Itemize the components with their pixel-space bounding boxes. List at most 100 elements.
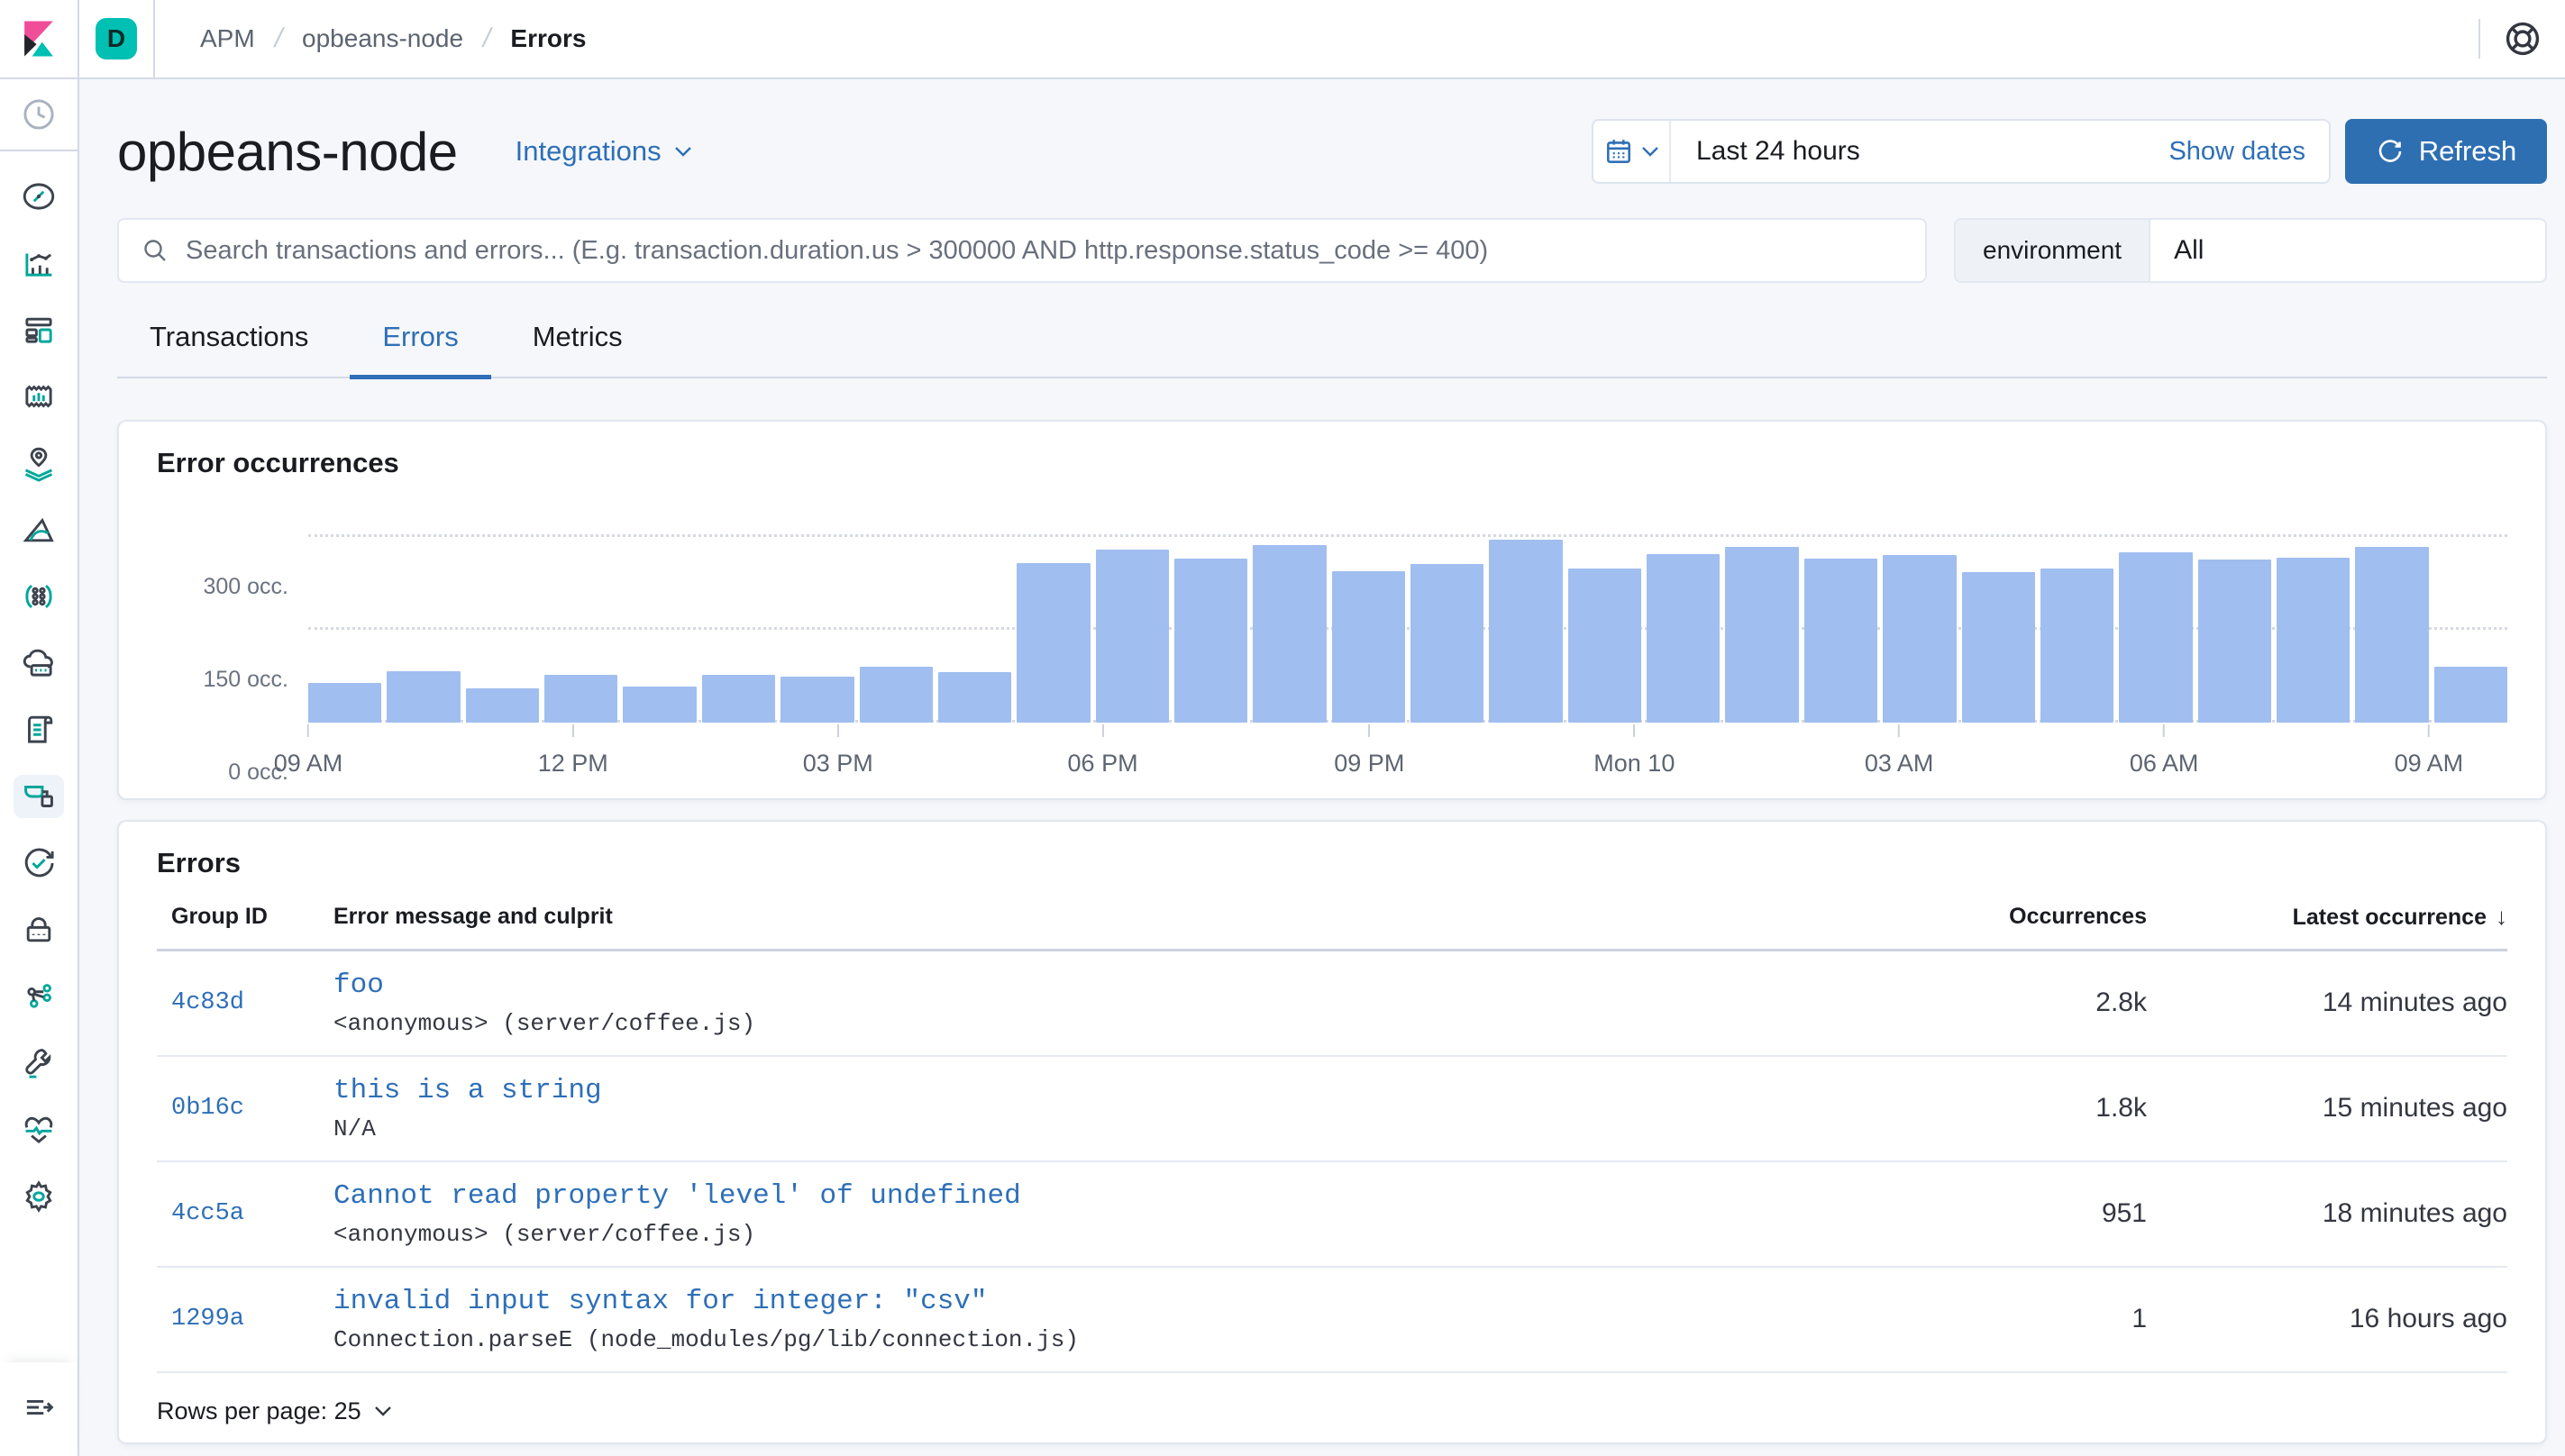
search-icon [144,240,166,261]
refresh-button[interactable]: Refresh [2345,119,2547,184]
sidebar-item-maps[interactable] [14,441,64,485]
table-row: 4cc5a Cannot read property 'level' of un… [157,1162,2507,1268]
error-occurrence-bar [1489,539,1563,723]
error-message-link[interactable]: Cannot read property 'level' of undefine… [333,1179,1021,1212]
sidebar-item-dashboard[interactable] [14,308,64,351]
refresh-icon [2378,140,2402,162]
sidebar-item-visualize[interactable] [14,241,64,285]
clock-icon [23,99,54,130]
integrations-dropdown[interactable]: Integrations [516,135,692,168]
error-occurrence-bar [2040,569,2114,723]
kibana-logo-button[interactable] [0,0,79,77]
uptime-icon [24,848,54,878]
maps-icon [24,447,53,482]
space-switcher[interactable]: D [79,0,155,77]
error-occurrence-bar [937,671,1012,723]
errors-table-title: Errors [157,846,242,878]
apm-icon [24,786,53,807]
x-axis-tick: 09 AM [274,723,342,778]
environment-filter-value: All [2174,235,2204,265]
error-message-link[interactable]: foo [333,969,384,1001]
chevron-down-icon [2524,245,2545,256]
tab-errors[interactable]: Errors [350,315,491,379]
date-picker-calendar-button[interactable] [1593,121,1671,182]
error-group-id-link[interactable]: 0b16c [171,1095,245,1122]
gridline-300 [308,533,2507,537]
error-group-id-link[interactable]: 4cc5a [171,1200,245,1227]
error-occurrence-bar [1017,563,1091,723]
menu-arrow-icon [26,1399,54,1415]
sidebar-item-apm[interactable] [14,775,64,818]
error-occurrence-bar [1725,546,1799,723]
environment-filter-label: environment [1956,220,2151,281]
sidebar-item-dev-tools[interactable] [14,1042,64,1085]
col-occurrences[interactable]: Occurrences [2009,903,2147,929]
breadcrumb: APM / opbeans-node / Errors [200,0,586,77]
tab-metrics[interactable]: Metrics [532,321,623,352]
sidebar-item-logs[interactable] [14,708,64,751]
sidebar-item-metrics[interactable] [14,642,64,685]
breadcrumb-apm[interactable]: APM [200,24,255,52]
sidebar-item-graph[interactable] [14,575,64,618]
error-message-link[interactable]: invalid input syntax for integer: "csv" [333,1285,988,1317]
sidebar-item-management[interactable] [14,1175,64,1218]
sidebar-item-canvas[interactable] [14,375,64,418]
lock-icon [26,917,51,942]
breadcrumb-separator: / [271,23,286,53]
error-occurrence-bar [1410,564,1484,723]
gridline-0 [308,719,2507,723]
error-culprit: <anonymous> (server/coffee.js) [333,1009,756,1037]
chevron-down-icon [374,1406,391,1416]
sidebar-item-machine-learning[interactable] [14,508,64,551]
environment-filter[interactable]: environment All [1954,218,2547,283]
latest-occurrence-value: 16 hours ago [2349,1304,2507,1333]
space-avatar: D [96,18,137,59]
y-axis-tick-label: 0 occ. [228,759,288,785]
error-occurrence-bar [1567,568,1642,723]
tab-transactions[interactable]: Transactions [150,321,309,352]
sidebar-item-stack-monitoring[interactable] [14,1108,64,1151]
x-axis-tick: 06 PM [1068,723,1138,778]
y-axis-tick-label: 150 occ. [203,666,288,692]
chevron-down-icon [674,147,691,157]
top-bar: D APM / opbeans-node / Errors [0,0,2565,79]
machine-learning-icon [23,517,54,542]
search-input[interactable] [186,235,1903,266]
wrench-icon [25,1049,51,1078]
occurrences-value: 1 [2131,1304,2147,1333]
rows-per-page-button[interactable]: Rows per page: 25 [157,1397,392,1425]
y-axis-labels: 0 occ. 150 occ. 300 occ. [157,501,308,785]
collapse-menu-button[interactable] [14,1386,64,1429]
error-culprit: N/A [333,1115,376,1142]
x-axis-tick: 09 AM [2395,723,2463,778]
col-latest-occurrence[interactable]: Latest occurrence ↓ [2292,902,2507,930]
errors-panel: Errors Group ID Error message and culpri… [117,819,2547,1444]
x-axis-tick: 03 AM [1865,723,1933,778]
table-row: 4c83d foo <anonymous> (server/coffee.js)… [157,951,2507,1057]
occurrences-value: 1.8k [2095,1093,2147,1123]
search-bar [117,218,1927,283]
latest-occurrence-value: 15 minutes ago [2322,1093,2507,1123]
sidebar-item-fleet[interactable] [14,975,64,1018]
col-error-message: Error message and culprit [333,903,613,929]
chevron-down-icon [1642,147,1658,157]
page-title: opbeans-node [117,121,458,182]
error-occurrence-bar [623,687,697,723]
sidebar-item-discover[interactable] [14,175,64,218]
help-icon[interactable] [2504,20,2542,58]
error-occurrence-bar [308,682,382,723]
date-picker: Last 24 hours Show dates [1592,119,2331,184]
table-row: 1299a invalid input syntax for integer: … [157,1268,2507,1373]
error-group-id-link[interactable]: 4c83d [171,989,245,1016]
sidebar-item-uptime[interactable] [14,842,64,885]
sidebar-item-recently-viewed[interactable] [14,93,64,136]
error-message-link[interactable]: this is a string [333,1074,602,1106]
breadcrumb-current: Errors [510,24,587,52]
time-range-value[interactable]: Last 24 hours [1696,136,1860,166]
error-group-id-link[interactable]: 1299a [171,1306,245,1333]
error-occurrence-bar [1253,545,1327,723]
sidebar-item-security[interactable] [14,908,64,951]
breadcrumb-service[interactable]: opbeans-node [302,24,464,52]
error-occurrence-bar [1803,558,1878,723]
show-dates-link[interactable]: Show dates [2168,136,2305,166]
